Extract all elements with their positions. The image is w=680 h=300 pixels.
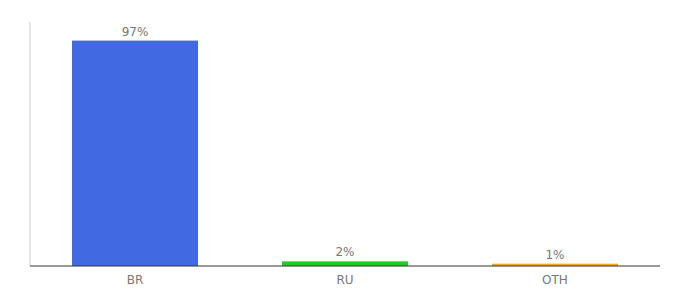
x-tick-label: RU: [336, 273, 353, 287]
x-axis-line: [30, 265, 660, 266]
chart: 97% 2% 1% BR RU OTH: [0, 0, 680, 300]
data-label: 97%: [122, 25, 149, 39]
data-label: 1%: [545, 248, 564, 262]
bars: [72, 41, 618, 266]
chart-container: 97% 2% 1% BR RU OTH: [0, 0, 680, 300]
x-tick-label: OTH: [542, 273, 568, 287]
bar: [282, 261, 408, 266]
data-label: 2%: [335, 245, 354, 259]
y-axis-line: [30, 22, 31, 266]
bar: [72, 41, 198, 266]
x-tick-label: BR: [127, 273, 144, 287]
